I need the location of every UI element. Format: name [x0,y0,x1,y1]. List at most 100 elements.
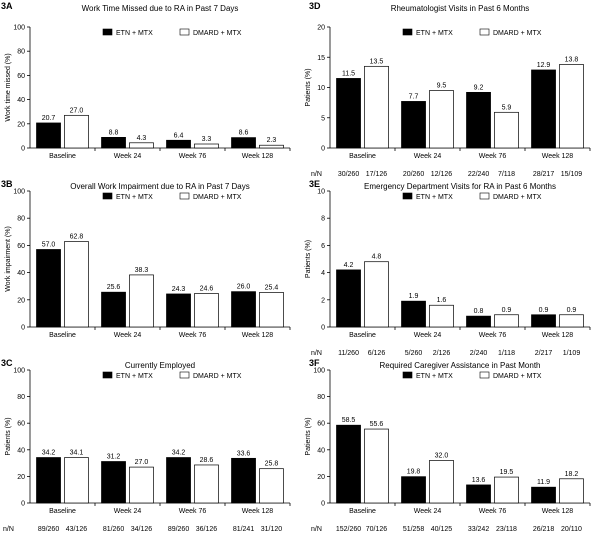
x-tick-label: Week 128 [242,508,273,515]
y-tick-label: 60 [17,421,25,428]
bar-etn-mtx [401,101,426,149]
nn-value-dmard: 23/118 [496,526,517,533]
bar-etn-mtx [231,291,256,328]
nn-value-etn: 51/258 [403,526,425,533]
data-label-dmard: 27.0 [70,107,84,114]
nn-row-label: n/N [311,526,322,533]
nn-value-dmard: 40/125 [431,526,453,533]
y-tick-label: 0 [321,501,325,508]
y-tick-label: 15 [317,55,325,62]
y-tick-label: 20 [17,121,25,128]
bar-dmard-mtx [194,464,219,504]
data-label-etn: 0.8 [474,308,484,315]
x-tick-label: Week 76 [179,332,207,339]
nn-value-etn: 26/218 [533,526,555,533]
legend-label-dmard: DMARD + MTX [193,30,242,37]
legend-swatch-dmard [179,28,190,36]
x-tick-label: Week 24 [414,153,442,160]
bar-etn-mtx [231,137,256,149]
nn-value-etn: 152/260 [336,526,361,533]
bar-dmard-mtx [559,314,584,328]
data-label-etn: 34.2 [172,450,186,457]
data-label-dmard: 32.0 [435,452,449,459]
bar-dmard-mtx [259,292,284,328]
y-axis-label: Patients (%) [5,417,12,455]
data-label-etn: 4.2 [344,262,354,269]
nn-value-dmard: 12/126 [431,171,453,178]
bar-dmard-mtx [559,64,584,149]
y-tick-label: 10 [317,85,325,92]
y-tick-label: 40 [17,447,25,454]
nn-value-etn: 20/260 [403,171,425,178]
x-tick-label: Week 128 [542,332,573,339]
data-label-dmard: 13.8 [565,57,579,64]
data-label-etn: 25.6 [107,284,121,291]
y-tick-label: 0 [21,501,25,508]
data-label-dmard: 18.2 [565,471,579,478]
nn-value-etn: 11/260 [338,350,359,357]
legend-label-dmard: DMARD + MTX [493,373,542,380]
bar-etn-mtx [401,476,426,504]
x-tick-label: Week 24 [114,332,142,339]
y-tick-label: 100 [13,189,25,196]
legend-swatch-dmard [479,28,490,36]
legend-label-etn: ETN + MTX [416,194,453,201]
bar-dmard-mtx [494,314,519,328]
nn-value-dmard: 6/126 [368,350,386,357]
nn-value-dmard: 43/126 [66,526,88,533]
data-label-etn: 1.9 [409,293,419,300]
x-tick-label: Week 128 [542,508,573,515]
bar-etn-mtx [166,293,191,328]
bar-etn-mtx [531,486,556,504]
y-tick-label: 80 [17,216,25,223]
bar-dmard-mtx [129,274,154,328]
y-tick-label: 20 [17,297,25,304]
legend-swatch-etn [402,28,413,36]
bar-dmard-mtx [129,466,154,504]
x-tick-label: Baseline [49,153,76,160]
nn-value-dmard: 2/126 [433,350,451,357]
chart-title: Emergency Department Visits for RA in Pa… [364,182,556,191]
panel-label: 3C [1,358,13,368]
legend-swatch-etn [102,192,113,200]
y-tick-label: 40 [17,97,25,104]
nn-row-label: n/N [3,526,14,533]
nn-value-dmard: 34/126 [131,526,153,533]
legend-label-etn: ETN + MTX [116,194,153,201]
nn-value-dmard: 1/118 [498,350,515,357]
data-label-etn: 33.6 [237,450,251,457]
nn-value-etn: 81/260 [103,526,125,533]
y-tick-label: 60 [17,73,25,80]
bar-dmard-mtx [194,143,219,149]
data-label-etn: 11.9 [537,479,550,486]
x-tick-label: Week 128 [242,153,273,160]
x-tick-label: Week 24 [414,508,442,515]
data-label-etn: 13.6 [472,477,486,484]
x-tick-label: Week 128 [542,153,573,160]
bar-etn-mtx [531,314,556,328]
bar-dmard-mtx [494,111,519,149]
x-tick-label: Week 24 [114,508,142,515]
y-tick-label: 0 [21,325,25,332]
y-tick-label: 8 [321,216,325,223]
x-tick-label: Week 76 [479,508,507,515]
data-label-dmard: 28.6 [200,457,214,464]
nn-value-dmard: 1/109 [563,350,581,357]
nn-value-dmard: 17/126 [366,171,388,178]
bar-etn-mtx [231,457,256,504]
x-tick-label: Week 76 [479,153,507,160]
bar-dmard-mtx [64,114,89,149]
data-label-etn: 8.6 [239,130,249,137]
chart-title: Overall Work Impairment due to RA in Pas… [70,182,249,191]
chart-panel-3b: 3B Overall Work Impairment due to RA in P… [1,179,291,339]
chart-panel-3e: 3E Emergency Department Visits for RA in … [305,179,591,357]
data-label-dmard: 25.4 [265,284,279,291]
nn-value-etn: 5/260 [405,350,423,357]
chart-title: Rheumatologist Visits in Past 6 Months [391,4,530,13]
data-label-etn: 58.5 [342,417,356,424]
y-tick-label: 100 [13,25,25,32]
bar-etn-mtx [101,461,126,504]
data-label-etn: 11.5 [342,70,355,77]
